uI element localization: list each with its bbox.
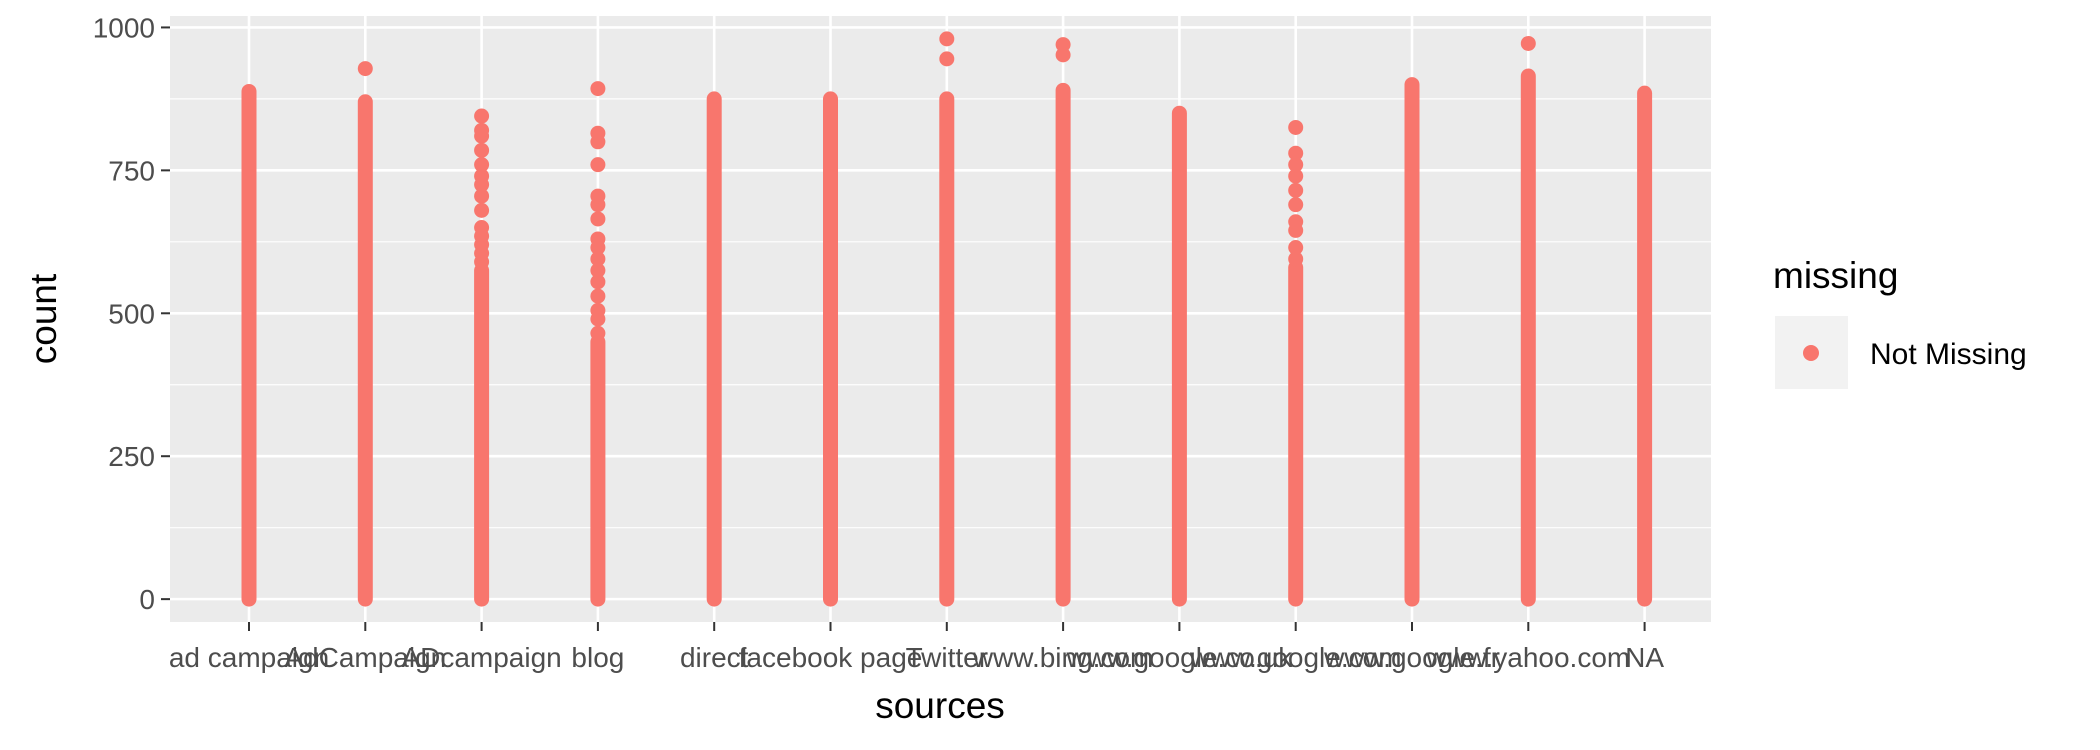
- legend: missing Not Missing: [1773, 255, 2027, 389]
- data-point: [590, 157, 606, 173]
- x-axis-title: sources: [875, 685, 1005, 726]
- data-point: [1288, 182, 1304, 198]
- data-point: [590, 231, 606, 247]
- point-column: [1404, 77, 1420, 607]
- x-tick-label: www.yahoo.com: [1425, 642, 1630, 673]
- data-point: [1288, 240, 1304, 256]
- data-point: [590, 81, 606, 97]
- y-tick-label: 1000: [93, 12, 155, 43]
- point-column: [590, 334, 606, 607]
- x-tick-label: www.google.co.uk: [1066, 642, 1294, 673]
- point-column: [1520, 68, 1536, 607]
- data-point: [474, 142, 490, 158]
- data-point: [1288, 197, 1304, 213]
- legend-key-point: [1803, 345, 1819, 361]
- y-tick-label: 0: [139, 584, 155, 615]
- data-point: [1288, 251, 1304, 267]
- data-point: [1520, 35, 1536, 51]
- x-tick-label: ADcampaign: [401, 642, 561, 673]
- data-point: [1288, 119, 1304, 135]
- point-column: [706, 91, 722, 607]
- data-points: [241, 31, 1653, 607]
- y-axis-title: count: [23, 273, 64, 364]
- x-tick-label: www.bing.com: [972, 642, 1154, 673]
- y-tick-label: 750: [108, 155, 155, 186]
- data-point: [474, 122, 490, 138]
- point-column: [357, 94, 373, 607]
- x-tick-label: www.google.fr: [1323, 642, 1500, 673]
- legend-label: Not Missing: [1870, 338, 2027, 371]
- data-point: [590, 325, 606, 341]
- x-tick-label: www.google.com: [1189, 642, 1402, 673]
- data-point: [474, 220, 490, 236]
- x-tick-label: Twitter: [906, 642, 988, 673]
- data-point: [1055, 37, 1071, 53]
- data-point: [590, 302, 606, 318]
- data-point: [1288, 214, 1304, 230]
- y-axis: 0 250 500 750 1000: [93, 12, 170, 615]
- data-point: [357, 61, 373, 77]
- point-column: [241, 83, 257, 607]
- legend-title: missing: [1773, 255, 1898, 296]
- data-point: [590, 288, 606, 304]
- point-column: [1055, 82, 1071, 607]
- x-tick-label: facebook page: [739, 642, 923, 673]
- data-point: [590, 188, 606, 204]
- x-tick-label: direct: [680, 642, 749, 673]
- point-column: [1637, 85, 1653, 607]
- data-point: [590, 274, 606, 290]
- data-point: [474, 168, 490, 184]
- point-column: [823, 91, 838, 607]
- data-point: [1288, 168, 1304, 184]
- data-point: [1288, 157, 1304, 173]
- x-tick-label: NA: [1625, 642, 1664, 673]
- data-point: [1288, 145, 1304, 161]
- data-point: [939, 31, 955, 47]
- data-point: [1055, 47, 1071, 63]
- data-point: [474, 108, 490, 124]
- x-tick-label: AdCampaign: [284, 642, 446, 673]
- data-point: [590, 125, 606, 141]
- data-point: [590, 262, 606, 278]
- data-point: [939, 51, 955, 67]
- point-column: [1171, 105, 1187, 607]
- data-point: [474, 202, 490, 218]
- y-tick-label: 250: [108, 441, 155, 472]
- data-point: [474, 157, 490, 173]
- point-column: [939, 91, 955, 607]
- x-tick-label: blog: [571, 642, 624, 673]
- point-column: [1288, 260, 1304, 607]
- y-tick-label: 500: [108, 298, 155, 329]
- point-column: [474, 262, 490, 607]
- x-tick-label: ad campaign: [169, 642, 329, 673]
- data-point: [474, 188, 490, 204]
- data-point: [590, 211, 606, 227]
- data-point: [590, 251, 606, 267]
